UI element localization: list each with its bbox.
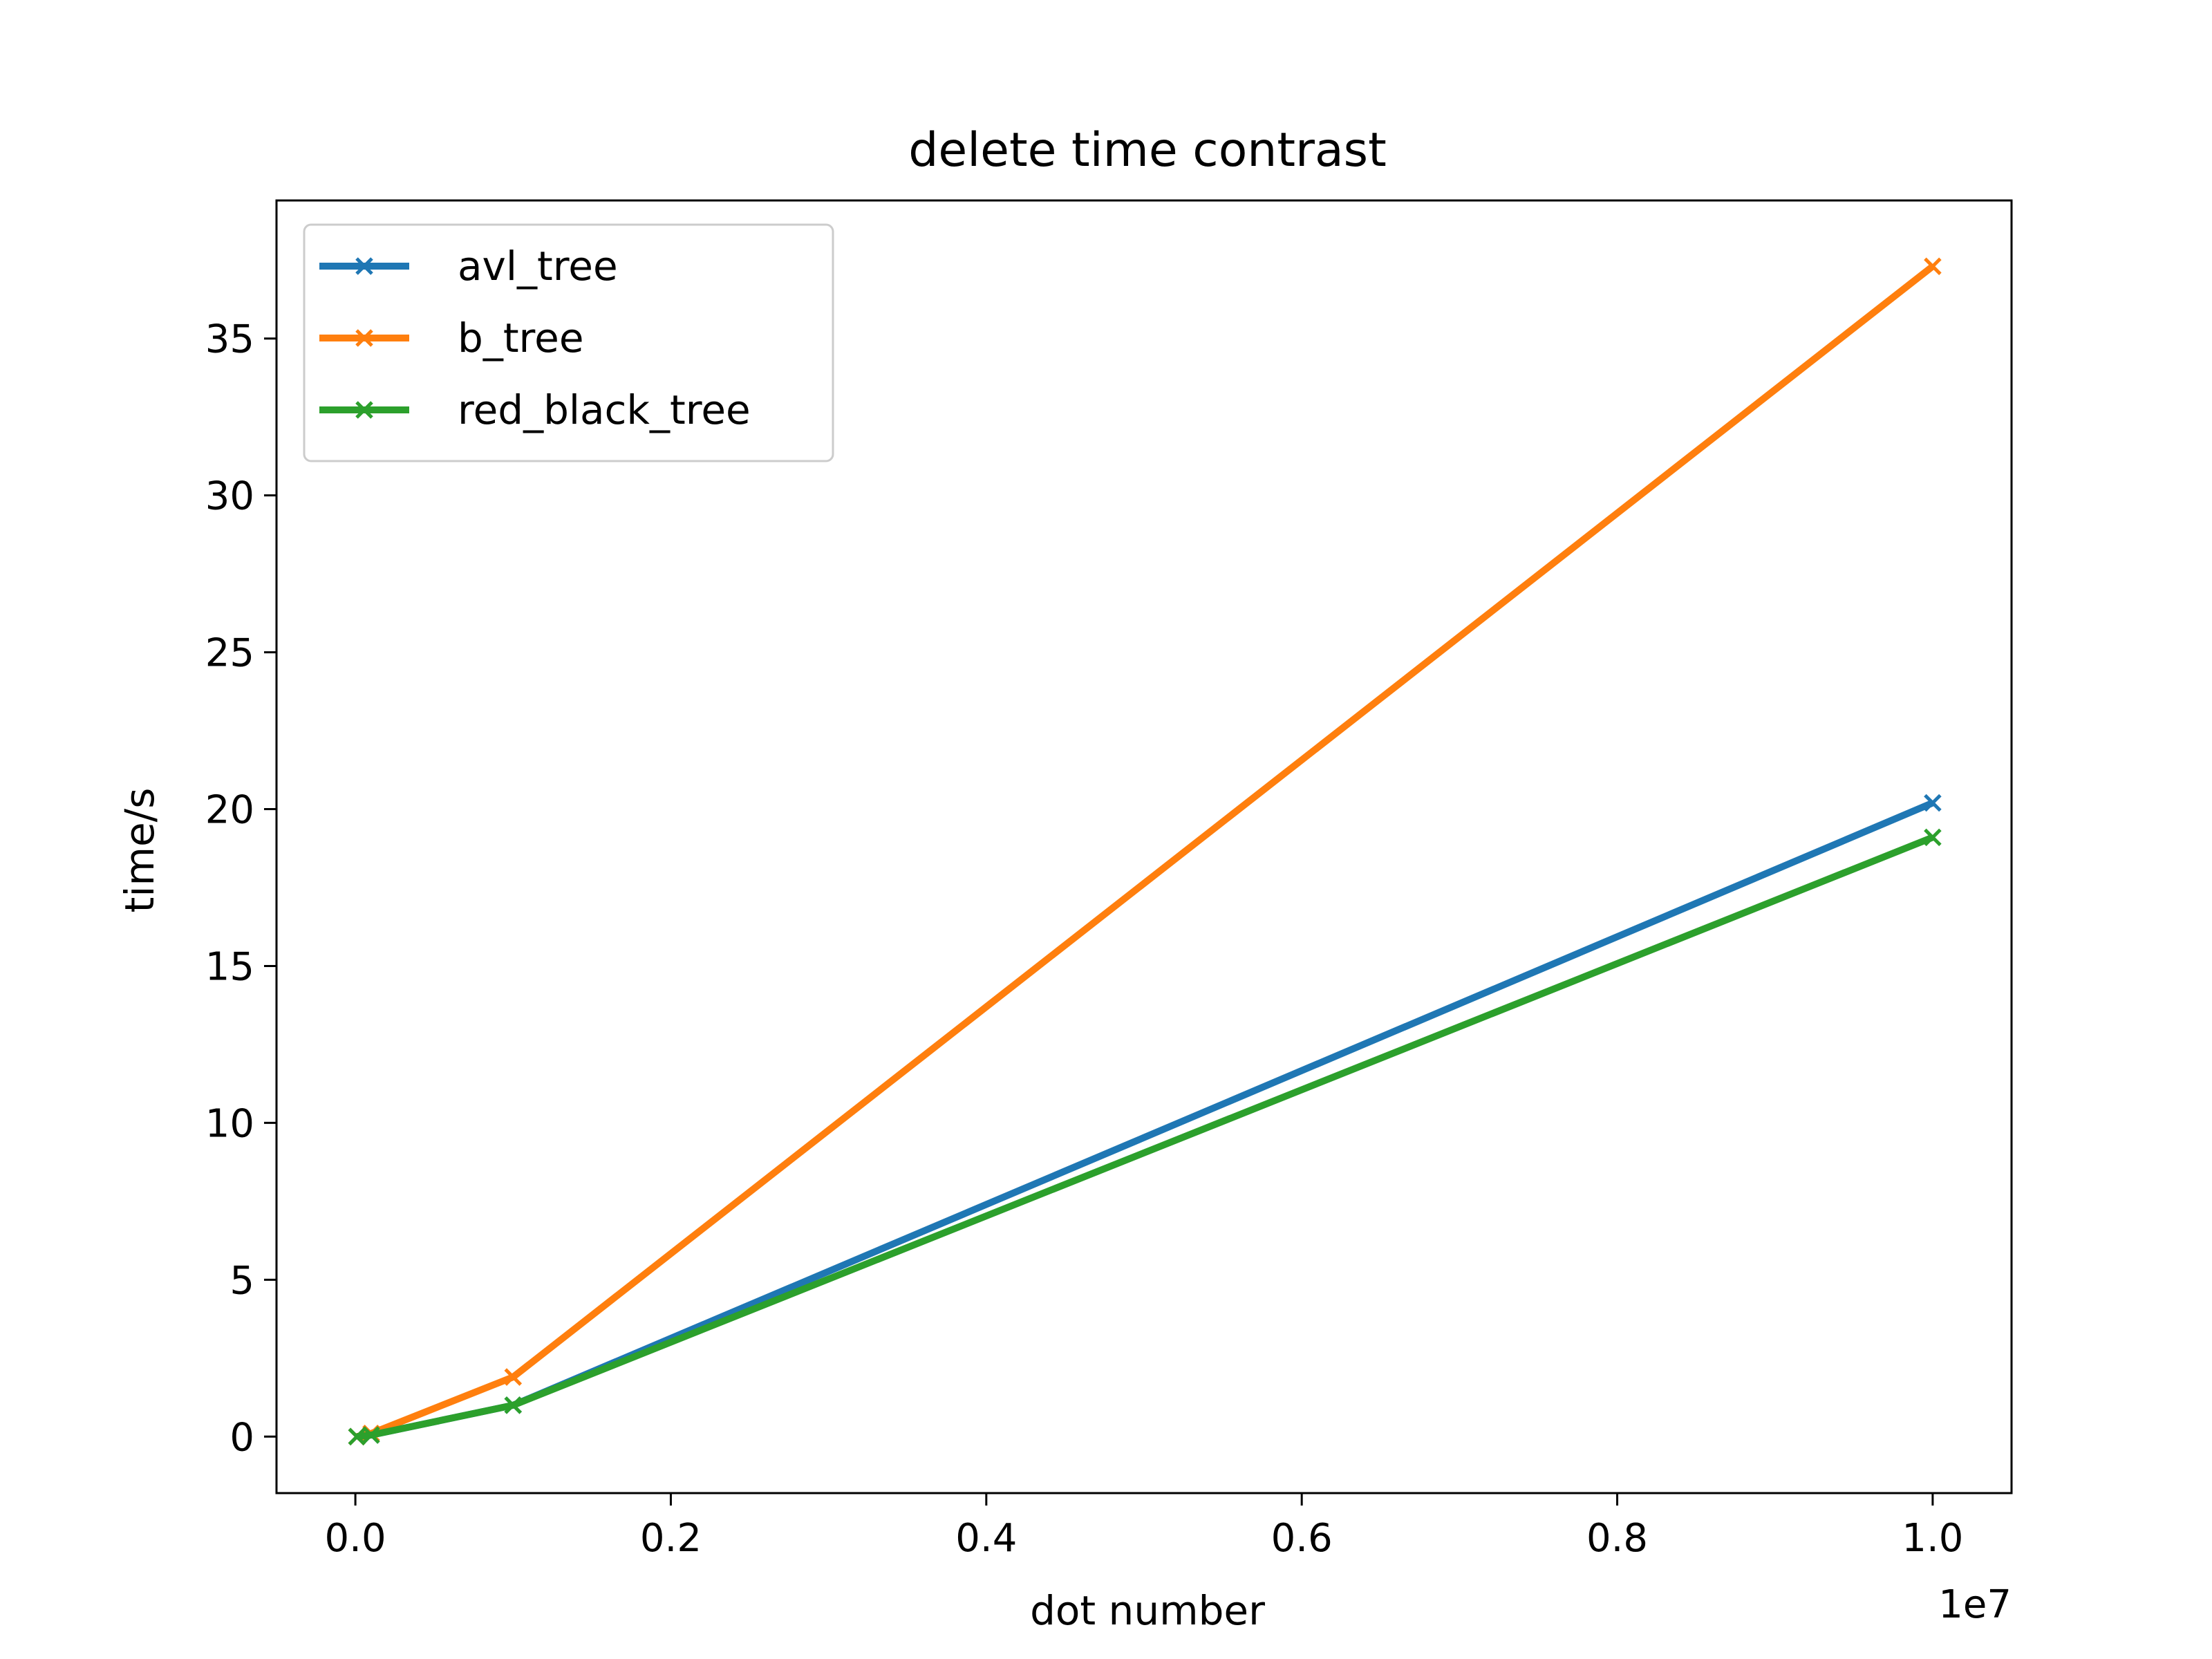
series-line-red_black_tree <box>356 834 1934 1441</box>
plot-area <box>348 257 1942 1446</box>
y-tick-label: 5 <box>229 1258 254 1303</box>
y-tick-label: 35 <box>205 317 254 362</box>
data-point-b_tree-2 <box>504 1368 523 1386</box>
x-tick-label: 0.2 <box>640 1516 702 1561</box>
data-point-b_tree-3 <box>1924 257 1942 276</box>
legend-item-avl_tree: avl_tree <box>319 243 618 290</box>
x-tick-label: 1.0 <box>1902 1516 1963 1561</box>
legend-item-b_tree: b_tree <box>319 315 584 362</box>
series-red_black_tree <box>348 828 1942 1446</box>
y-tick-label: 10 <box>205 1101 254 1146</box>
data-point-red_black_tree-3 <box>1924 828 1942 847</box>
legend-marker-red_black_tree <box>355 401 373 419</box>
data-point-red_black_tree-2 <box>504 1396 523 1414</box>
x-tick-label: 0.0 <box>325 1516 386 1561</box>
axes-frame <box>275 199 2013 1494</box>
legend-label-avl_tree: avl_tree <box>458 243 618 290</box>
legend-marker-b_tree <box>355 329 373 347</box>
chart-title: delete time contrast <box>908 123 1387 178</box>
x-axis-offset-text: 1e7 <box>1938 1582 2012 1627</box>
y-tick-label: 15 <box>205 944 254 989</box>
data-point-red_black_tree-0 <box>348 1427 366 1446</box>
legend-box <box>303 223 834 462</box>
legend-marker-avl_tree <box>355 257 373 275</box>
x-tick-label: 0.8 <box>1586 1516 1648 1561</box>
y-axis-label: time/s <box>116 788 163 913</box>
x-tick-label: 0.4 <box>955 1516 1017 1561</box>
axes: 0.0 0.2 0.4 0.6 0.8 1.0 0 5 10 15 20 25 30 35 <box>205 199 2013 1561</box>
legend-item-red_black_tree: red_black_tree <box>319 386 751 433</box>
data-point-red_black_tree-1 <box>362 1426 380 1444</box>
legend: avl_tree b_tree red_black_tree <box>303 223 834 462</box>
data-point-avl_tree-3 <box>1924 794 1942 812</box>
x-tick-label: 0.6 <box>1271 1516 1333 1561</box>
y-tick-label: 20 <box>205 788 254 833</box>
legend-label-red_black_tree: red_black_tree <box>458 386 751 433</box>
y-tick-label: 30 <box>205 474 254 519</box>
y-tick-label: 25 <box>205 631 254 676</box>
x-axis-label: dot number <box>1030 1587 1265 1634</box>
legend-label-b_tree: b_tree <box>458 315 584 362</box>
y-tick-label: 0 <box>229 1415 254 1460</box>
